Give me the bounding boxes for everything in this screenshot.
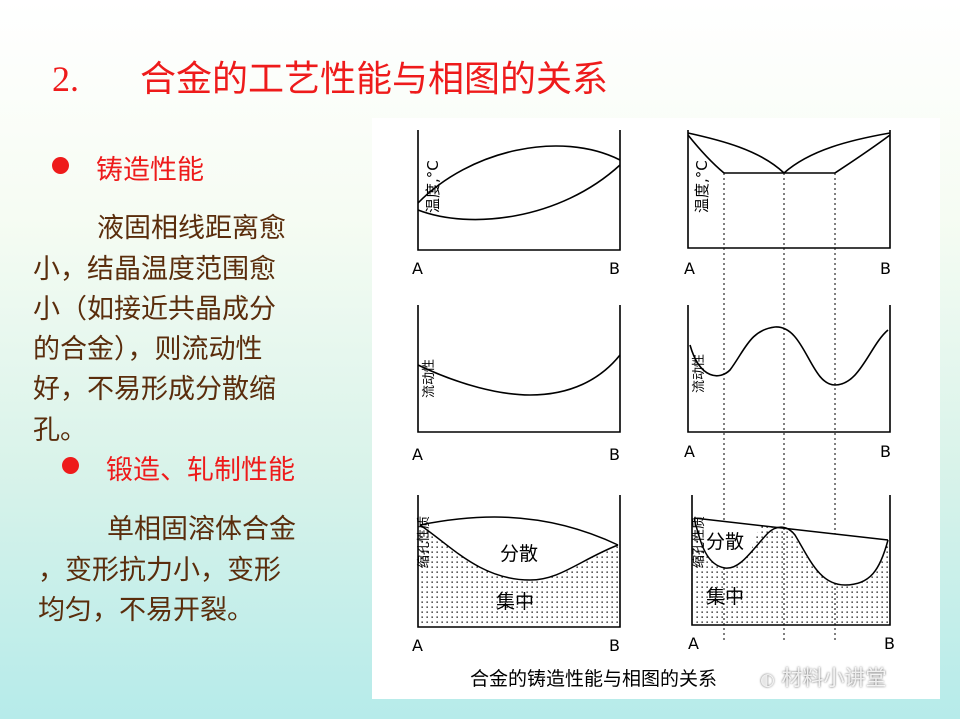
body-line: 好，不易形成分散缩 [33, 374, 276, 405]
body-line: 均匀，不易开裂。 [38, 595, 254, 626]
axis-label-b: B [884, 634, 895, 653]
label-concentrated: 集中 [706, 586, 744, 608]
axis-label-b: B [609, 259, 620, 278]
axis-label-b: B [609, 445, 620, 464]
axis-label-a: A [412, 636, 423, 655]
body-line: 小（如接近共晶成分 [33, 294, 276, 325]
label-fluidity: 流动性 [422, 359, 437, 398]
wechat-icon: ◐ [760, 670, 775, 690]
shrinkage-diagram-isomorphous [417, 495, 621, 628]
title-number: 2. [52, 59, 79, 99]
axis-label-a: A [684, 442, 695, 461]
bullet-dot-icon [52, 157, 69, 174]
label-shrinkage: 缩孔性质 [416, 516, 432, 568]
axis-label-a: A [688, 634, 699, 653]
axis-label-b: B [880, 442, 891, 461]
axis-label-b: B [609, 636, 620, 655]
label-dispersed: 分散 [706, 531, 744, 553]
watermark-text: 材料小讲堂 [781, 666, 887, 690]
body-line: 液固相线距离愈 [97, 213, 286, 244]
axis-label-a: A [412, 445, 423, 464]
shrinkage-diagram-eutectic [691, 495, 891, 626]
body-line: 孔。 [33, 415, 87, 446]
body-line: 单相固溶体合金 [107, 514, 296, 545]
label-dispersed: 分散 [500, 543, 538, 565]
label-fluidity: 流动性 [692, 354, 707, 393]
body-line: ，变形抗力小，变形 [38, 555, 281, 586]
section-heading-casting: 铸造性能 [96, 155, 204, 186]
section-heading-forging: 锻造、轧制性能 [106, 455, 295, 486]
fluidity-curve-isomorphous [417, 305, 621, 433]
axis-label-a: A [684, 259, 695, 278]
fluidity-curve-eutectic [687, 305, 891, 433]
label-temperature: 温度,°C [424, 160, 442, 213]
label-temperature: 温度,°C [693, 160, 711, 213]
isomorphous-phase-diagram [417, 130, 621, 251]
bullet-dot-icon [62, 457, 79, 474]
label-shrinkage: 缩孔性质 [691, 516, 707, 568]
slide-title: 2. 合金的工艺性能与相图的关系 [52, 50, 608, 102]
figure-caption: 合金的铸造性能与相图的关系 [470, 668, 718, 690]
axis-label-a: A [412, 259, 423, 278]
body-line: 小，结晶温度范围愈 [33, 254, 276, 285]
eutectic-phase-diagram [687, 130, 891, 249]
axis-label-b: B [880, 259, 891, 278]
phase-diagram-figure: 温度,°C A B 流动性 A B 缩孔性质 分散 集中 A B [372, 118, 940, 699]
watermark: ◐ 材料小讲堂 [760, 662, 887, 692]
label-concentrated: 集中 [496, 591, 534, 613]
title-text: 合金的工艺性能与相图的关系 [140, 59, 609, 100]
body-line: 的合金），则流动性 [33, 334, 263, 365]
